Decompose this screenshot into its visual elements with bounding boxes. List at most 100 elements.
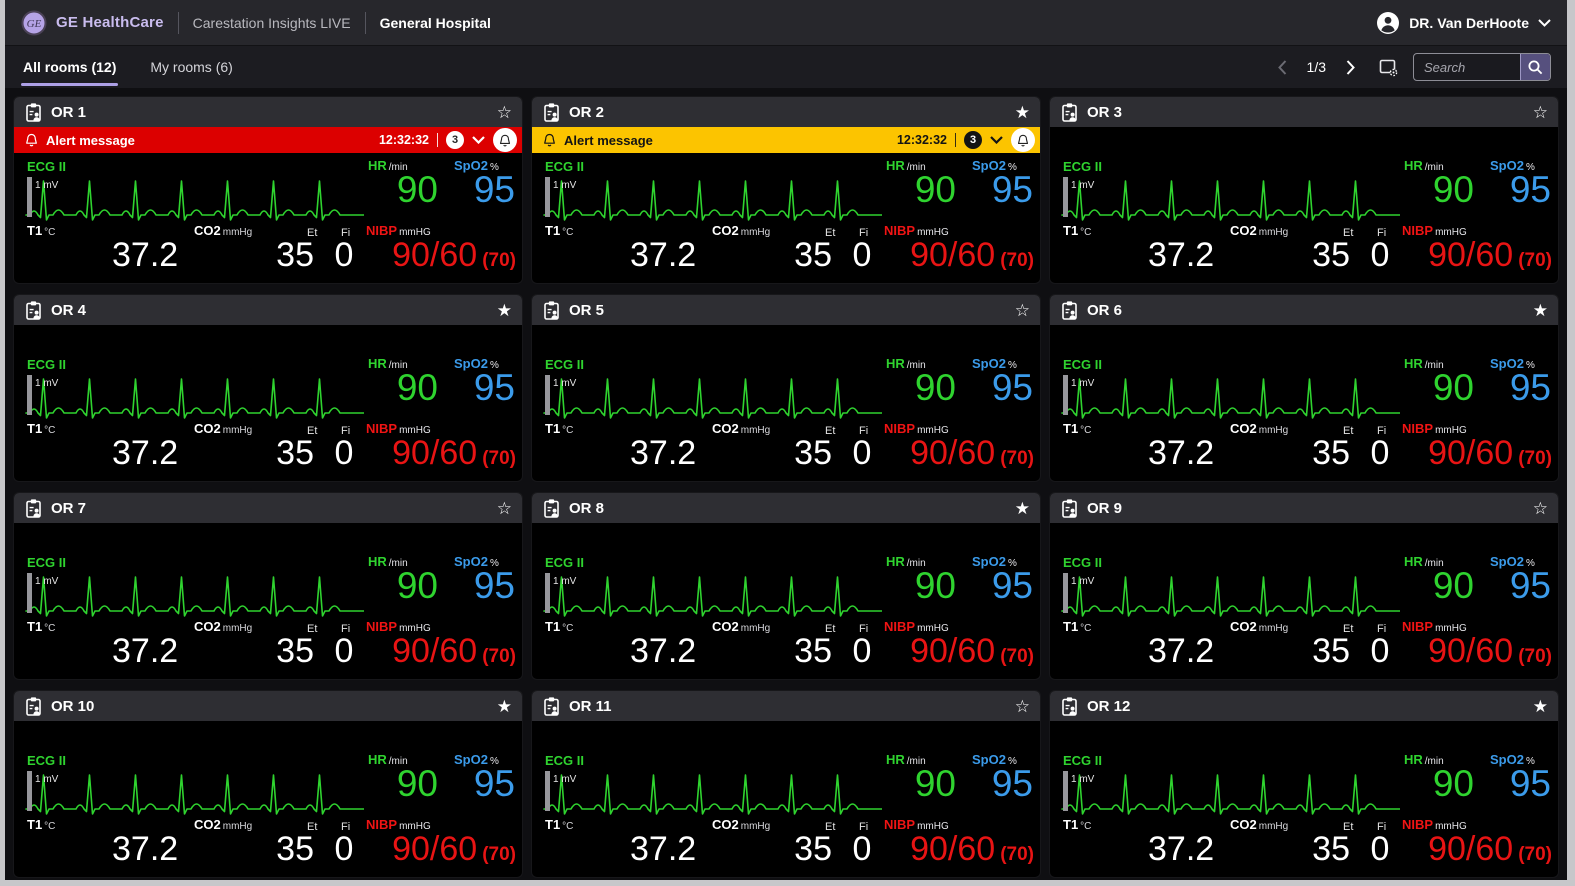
favorite-star-icon[interactable]: ★ (496, 696, 512, 716)
room-card[interactable]: OR 5 ☆ (531, 294, 1041, 482)
room-card-header: OR 3 ☆ (1050, 97, 1558, 127)
room-name: OR 11 (569, 697, 612, 715)
favorite-star-icon[interactable]: ☆ (1532, 102, 1548, 122)
room-card[interactable]: OR 6 ★ (1049, 294, 1559, 482)
room-card[interactable]: OR 3 ☆ (1049, 96, 1559, 284)
co2-unit: mmHg (222, 623, 253, 634)
user-avatar-icon (1376, 11, 1400, 35)
hr-unit: /min (388, 360, 408, 371)
ecg-waveform (1061, 180, 1400, 221)
page-prev-button[interactable] (1273, 55, 1293, 79)
room-card-header: OR 8 ★ (532, 493, 1040, 523)
co2-fi-value: 0 (334, 236, 354, 274)
spo2-label: SpO2% (454, 356, 499, 371)
favorite-star-icon[interactable]: ★ (496, 300, 512, 320)
nibp-value: 90/60 (910, 236, 996, 274)
ecg-scale-label: 1 mV (1071, 774, 1095, 785)
spo2-label-text: SpO2 (972, 752, 1006, 767)
co2-unit: mmHg (1258, 821, 1289, 832)
alert-expand-chevron-icon[interactable] (472, 136, 485, 144)
favorite-star-icon[interactable]: ★ (1014, 102, 1030, 122)
hr-value: 90 (1432, 565, 1474, 606)
co2-label-text: CO2 (1230, 223, 1257, 238)
nibp-label-text: NIBP (366, 421, 398, 436)
ecg-path (25, 576, 364, 617)
et-label: Et (307, 623, 318, 635)
favorite-star-icon[interactable]: ☆ (496, 102, 512, 122)
hr-label-text: HR (1404, 752, 1423, 767)
nibp-value-group: 90/60 (70) (910, 233, 1034, 283)
nibp-mean-value: (70) (482, 844, 516, 865)
et-label: Et (1343, 227, 1354, 239)
spo2-label: SpO2% (972, 752, 1017, 767)
t1-label-text: T1 (27, 421, 43, 436)
room-card[interactable]: OR 8 ★ (531, 492, 1041, 680)
patient-room-icon (1060, 498, 1079, 519)
room-card[interactable]: OR 9 ☆ (1049, 492, 1559, 680)
hr-unit: /min (1424, 162, 1444, 173)
room-card[interactable]: OR 1 ☆ Alert message 12:32:32 3 (13, 96, 523, 284)
room-card[interactable]: OR 4 ★ (13, 294, 523, 482)
nibp-value: 90/60 (1428, 632, 1514, 670)
spo2-unit: % (1007, 558, 1017, 569)
svg-text:GE: GE (27, 18, 42, 30)
layout-settings-icon[interactable] (1378, 57, 1399, 78)
favorite-star-icon[interactable]: ★ (1532, 696, 1548, 716)
room-card[interactable]: OR 7 ☆ (13, 492, 523, 680)
tabs-toolbar: All rooms (12) My rooms (6) 1/3 (5, 46, 1567, 88)
spo2-value: 95 (1509, 169, 1551, 210)
nibp-unit: mmHG (1435, 623, 1467, 634)
room-card[interactable]: OR 10 ★ (13, 690, 523, 878)
tab-my-rooms[interactable]: My rooms (6) (150, 59, 233, 75)
favorite-star-icon[interactable]: ☆ (1532, 498, 1548, 518)
co2-label-text: CO2 (1230, 817, 1257, 832)
hr-unit: /min (388, 162, 408, 173)
et-label: Et (825, 425, 836, 437)
co2-et-value: 35 (794, 632, 832, 670)
alert-count-badge[interactable]: 3 (964, 131, 982, 149)
favorite-star-icon[interactable]: ☆ (496, 498, 512, 518)
et-label: Et (825, 623, 836, 635)
alert-mute-button[interactable] (493, 128, 517, 152)
tab-all-rooms[interactable]: All rooms (12) (21, 46, 119, 88)
search-input[interactable] (1414, 59, 1520, 75)
favorite-star-icon[interactable]: ★ (1014, 498, 1030, 518)
favorite-star-icon[interactable]: ★ (1532, 300, 1548, 320)
spo2-label-text: SpO2 (972, 158, 1006, 173)
ecg-scale-bar (545, 375, 550, 415)
favorite-star-icon[interactable]: ☆ (1014, 300, 1030, 320)
room-card[interactable]: OR 12 ★ (1049, 690, 1559, 878)
ecg-waveform (1061, 576, 1400, 617)
search-button[interactable] (1520, 54, 1550, 80)
t1-label-text: T1 (1063, 817, 1079, 832)
hr-label-text: HR (1404, 158, 1423, 173)
room-card[interactable]: OR 2 ★ Alert message 12:32:32 3 (531, 96, 1041, 284)
user-menu[interactable]: DR. Van DerHoote (1376, 11, 1551, 35)
room-card-header: OR 11 ☆ (532, 691, 1040, 721)
room-card[interactable]: OR 11 ☆ (531, 690, 1041, 878)
page-next-button[interactable] (1340, 55, 1360, 79)
favorite-star-icon[interactable]: ☆ (1014, 696, 1030, 716)
nibp-value: 90/60 (910, 830, 996, 868)
nibp-mean-value: (70) (1518, 250, 1552, 271)
nibp-value: 90/60 (392, 830, 478, 868)
alert-mute-button[interactable] (1011, 128, 1035, 152)
alert-time: 12:32:32 (896, 133, 947, 147)
co2-label: CO2 mmHg (194, 817, 252, 832)
co2-label-text: CO2 (194, 421, 221, 436)
nibp-unit: mmHG (1435, 227, 1467, 238)
co2-label: CO2 mmHg (712, 421, 770, 436)
t1-label: T1 °C (545, 619, 573, 634)
spo2-value: 95 (1509, 763, 1551, 804)
nibp-label: NIBP mmHG (1402, 421, 1467, 436)
room-card-header: OR 5 ☆ (532, 295, 1040, 325)
t1-unit: °C (44, 821, 56, 832)
room-name: OR 9 (1087, 499, 1123, 517)
ecg-scale-label: 1 mV (1071, 576, 1095, 587)
alert-count-badge[interactable]: 3 (446, 131, 464, 149)
nibp-unit: mmHG (917, 821, 949, 832)
alert-expand-chevron-icon[interactable] (990, 136, 1003, 144)
nibp-value-group: 90/60 (70) (910, 827, 1034, 877)
rooms-grid: OR 1 ☆ Alert message 12:32:32 3 (5, 88, 1567, 880)
spo2-label: SpO2% (972, 356, 1017, 371)
